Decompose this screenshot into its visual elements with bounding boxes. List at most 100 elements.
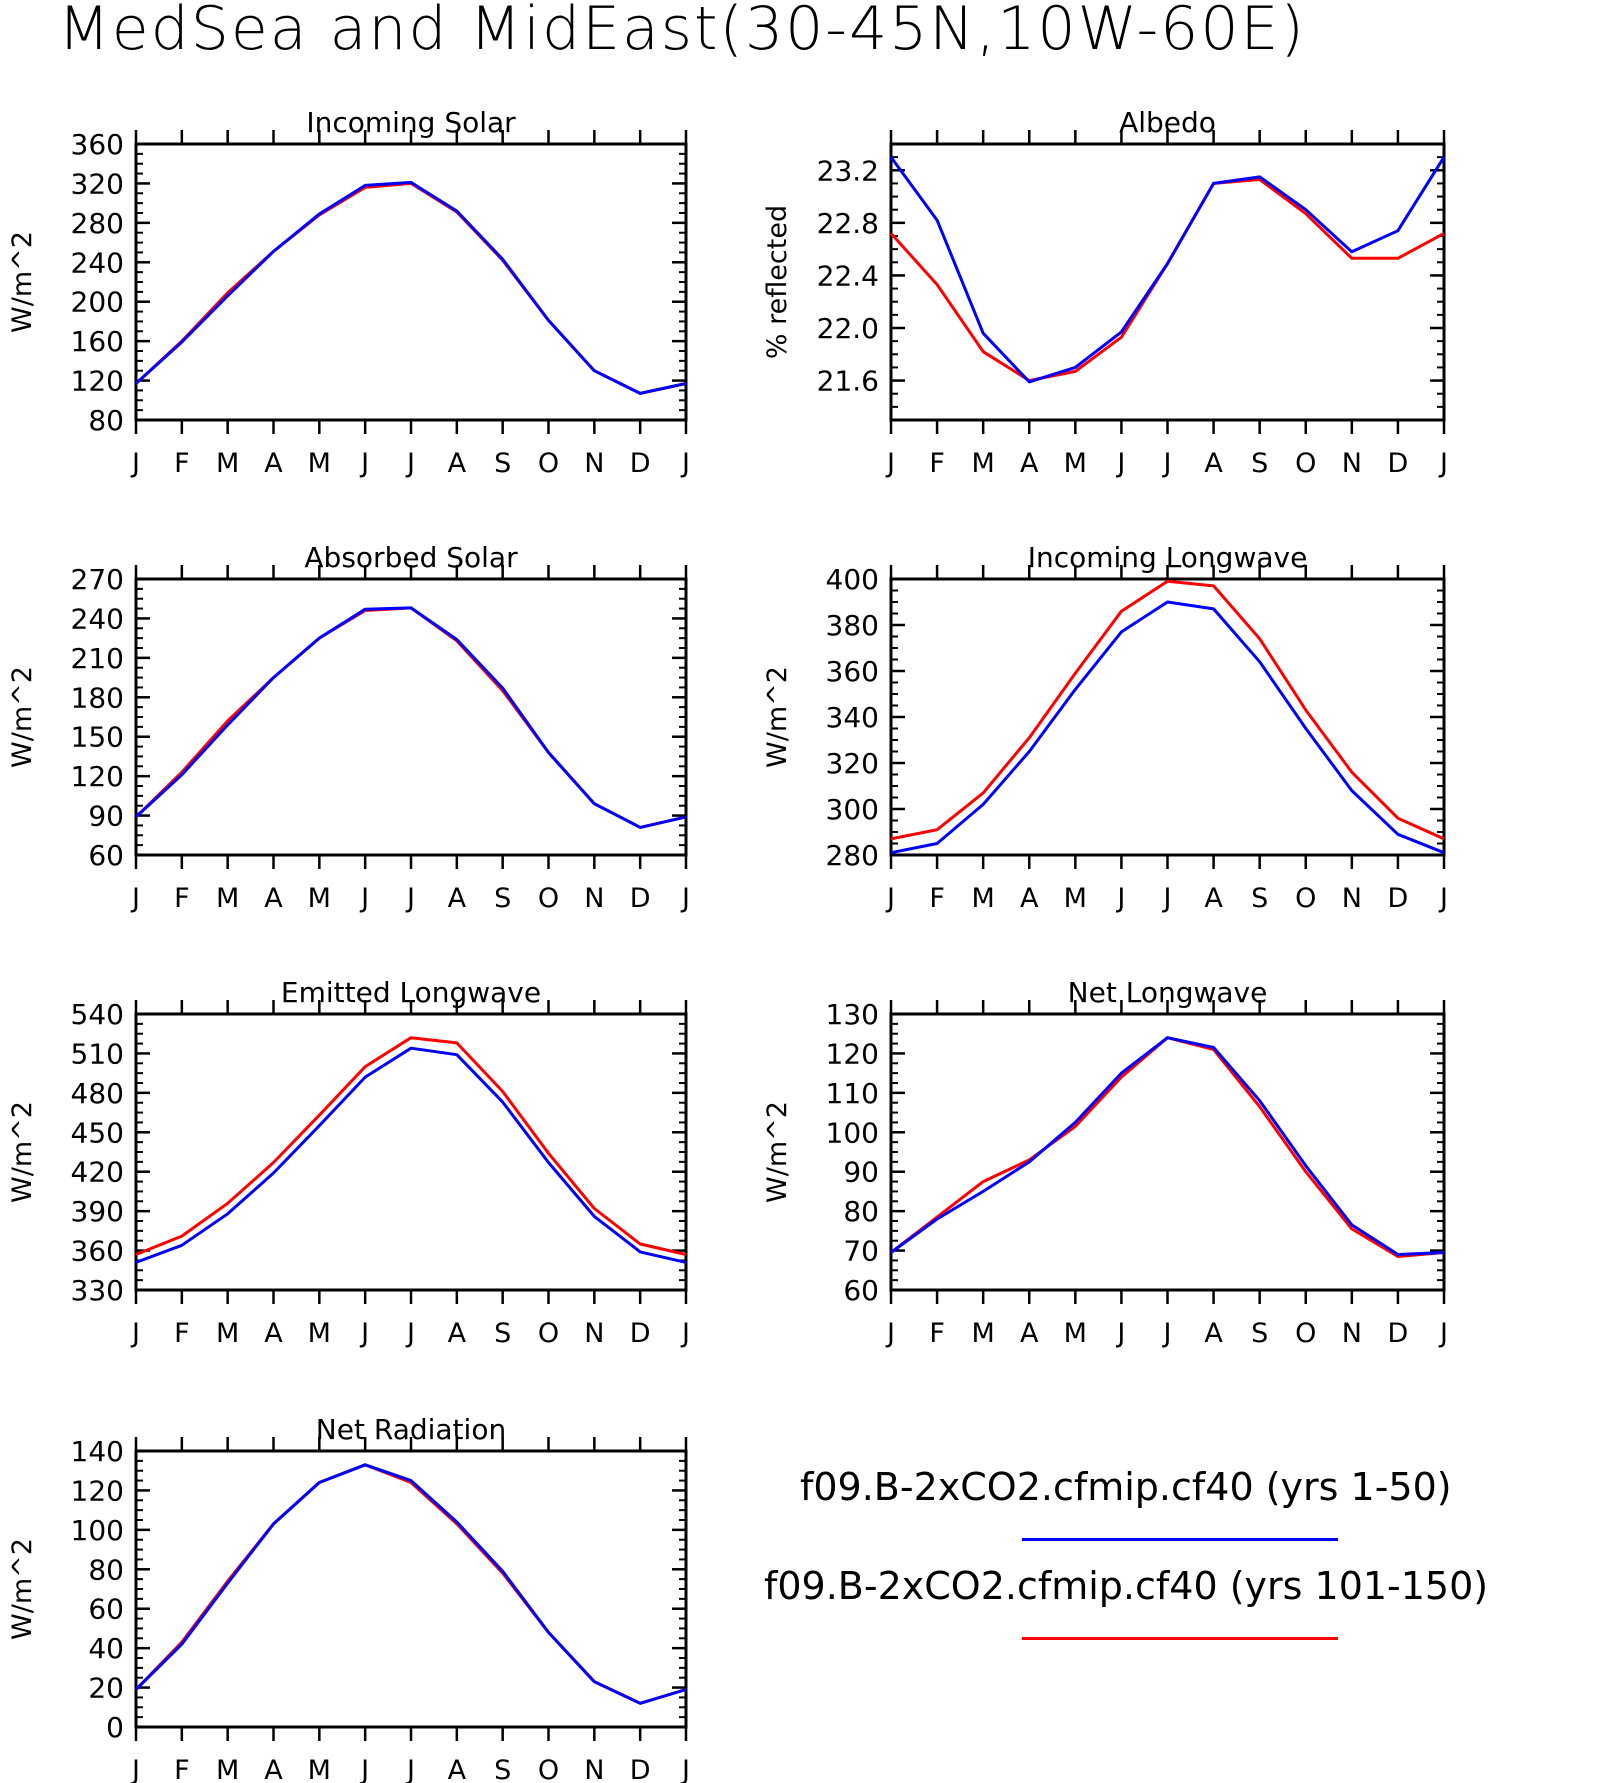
x-tick-label: J [405,883,415,914]
x-tick-label: A [448,1755,467,1783]
x-tick-label: F [929,1318,945,1349]
y-tick-label: 120 [71,365,124,398]
plot-frame [134,577,688,857]
y-tick-label: 90 [843,1156,879,1189]
x-tick-label: O [538,1755,559,1783]
y-tick-label: 60 [88,839,124,872]
x-tick-label: M [308,1755,331,1783]
y-tick-label: 360 [71,1235,124,1268]
x-tick-label: F [929,883,945,914]
y-tick-label: 320 [71,167,124,200]
y-tick-label: 120 [826,1037,879,1070]
series-line-2 [135,1036,687,1256]
y-axis-label: W/m^2 [7,1538,38,1640]
x-tick-label: D [630,1318,651,1349]
y-tick-label: 450 [71,1116,124,1149]
x-tick-label: D [630,883,651,914]
x-tick-label: J [680,1318,690,1349]
y-tick-label: 340 [826,701,879,734]
x-tick-label: J [359,1755,369,1783]
x-tick-label: N [584,1755,604,1783]
series-line-1 [889,156,1446,384]
plot-frame [134,142,688,422]
x-tick-label: A [448,883,467,914]
x-tick-label: M [308,883,331,914]
x-tick-label: A [264,1318,283,1349]
series-line-1 [134,1463,687,1705]
x-tick-label: J [359,1318,369,1349]
y-tick-label: 80 [88,1553,124,1586]
x-tick-label: J [1115,883,1125,914]
y-tick-label: 420 [71,1156,124,1189]
y-tick-label: 22.4 [817,259,879,292]
x-tick-label: J [885,1318,895,1349]
y-tick-label: 240 [71,246,124,279]
legend-label-series-1: f09.B-2xCO2.cfmip.cf40 (yrs 1-50) [800,1465,1452,1509]
series-line-2 [889,178,1445,383]
y-tick-label: 21.6 [817,365,879,398]
y-tick-label: 120 [71,1474,124,1507]
plot-frame [134,1012,688,1292]
x-tick-label: J [885,448,895,479]
x-tick-label: M [216,1755,239,1783]
x-tick-label: J [680,883,690,914]
y-tick-label: 280 [826,839,879,872]
x-tick-label: F [174,1755,190,1783]
series-line-1 [134,180,687,395]
y-tick-label: 360 [71,128,124,161]
x-tick-label: M [972,448,995,479]
x-tick-label: D [630,1755,651,1783]
y-tick-label: 280 [71,207,124,240]
x-tick-label: N [1342,1318,1362,1349]
x-tick-label: J [130,1318,140,1349]
y-tick-label: 380 [826,609,879,642]
x-tick-label: M [1064,448,1087,479]
x-tick-label: S [494,1318,511,1349]
y-tick-label: 70 [843,1235,879,1268]
x-tick-label: D [1388,883,1409,914]
x-tick-label: N [1342,883,1362,914]
series-line-2 [890,1036,1445,1258]
legend-line-series-1 [1022,1538,1338,1541]
y-tick-label: 160 [71,325,124,358]
x-tick-label: S [494,883,511,914]
y-tick-label: 150 [71,721,124,754]
y-tick-label: 22.0 [817,312,879,345]
x-tick-label: J [130,448,140,479]
y-axis-label: W/m^2 [762,666,793,768]
x-tick-label: O [1295,883,1316,914]
x-tick-label: F [174,1318,190,1349]
y-tick-label: 100 [826,1116,879,1149]
x-tick-label: A [1020,883,1039,914]
y-tick-label: 40 [88,1632,124,1665]
x-tick-label: O [538,883,559,914]
x-tick-label: A [1020,1318,1039,1349]
x-tick-label: J [130,1755,140,1783]
x-tick-label: D [630,448,651,479]
x-tick-label: S [1251,1318,1268,1349]
x-tick-label: F [174,448,190,479]
x-tick-label: A [1204,883,1223,914]
x-tick-label: A [448,1318,467,1349]
plot-frame [889,142,1446,422]
x-tick-label: S [494,1755,511,1783]
x-tick-label: A [1204,448,1223,479]
x-tick-label: J [1162,1318,1172,1349]
y-tick-label: 80 [843,1195,879,1228]
x-tick-label: O [538,448,559,479]
x-tick-label: A [264,448,283,479]
y-tick-label: 180 [71,681,124,714]
x-tick-label: A [1204,1318,1223,1349]
x-tick-label: N [1342,448,1362,479]
x-tick-label: J [405,1318,415,1349]
page-title: MedSea and MidEast(30-45N,10W-60E) [58,0,1306,64]
x-tick-label: F [174,883,190,914]
x-tick-label: O [538,1318,559,1349]
